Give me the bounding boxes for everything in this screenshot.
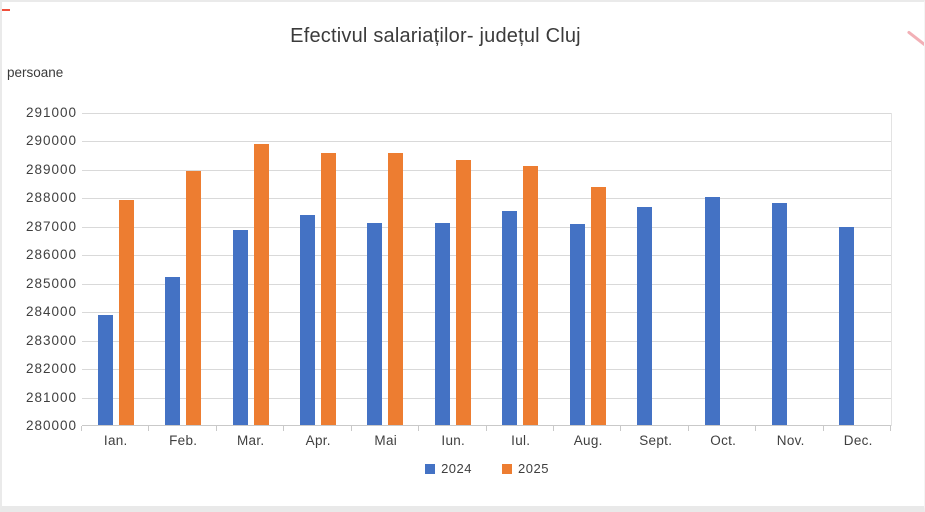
gridline (82, 369, 891, 371)
bar-2025-aug[interactable] (590, 186, 606, 426)
legend: 2024 2025 (82, 461, 892, 476)
x-axis-tick-mark (552, 426, 554, 431)
bar-2024-mar[interactable] (232, 229, 248, 426)
x-axis-line (82, 425, 891, 426)
x-axis-tick-mark (215, 426, 217, 431)
y-axis-tick-label: 289000 (25, 161, 77, 177)
bar-2024-mai[interactable] (367, 222, 383, 426)
gridline (82, 198, 891, 200)
bar-2025-mar[interactable] (253, 144, 269, 426)
gridline (82, 141, 891, 143)
bar-series-area (82, 113, 891, 426)
category-slot-sept (621, 113, 688, 426)
x-axis-tick-label: Apr. (305, 433, 331, 448)
y-axis-tick-label: 290000 (25, 133, 77, 149)
bar-2025-ian[interactable] (118, 199, 134, 426)
gridline (82, 226, 891, 228)
bar-2024-aug[interactable] (569, 223, 585, 426)
y-axis-tick-label: 280000 (25, 418, 77, 433)
category-slot-aug (554, 113, 621, 426)
bar-2025-iun[interactable] (455, 159, 471, 426)
y-axis-tick-label: 281000 (25, 389, 77, 405)
x-axis-tick-mark (350, 426, 352, 431)
y-axis-tick-label: 287000 (25, 218, 77, 234)
legend-swatch-icon (425, 463, 436, 474)
category-slot-feb (149, 113, 216, 426)
x-axis-tick-mark (755, 426, 757, 431)
x-axis-tick-mark (81, 426, 82, 431)
category-slot-mar (217, 113, 284, 426)
x-axis-tick-label: Nov. (776, 433, 805, 448)
screenshot-artifact-red-dash (2, 9, 10, 11)
chart-title: Efectivul salariaților- județul Cluj (290, 25, 581, 47)
y-axis-tick-label: 291000 (25, 105, 77, 120)
legend-label: 2025 (518, 461, 549, 476)
x-axis-tick-mark (687, 426, 689, 431)
y-axis-title: persoane (7, 65, 64, 80)
x-axis-tick-mark (822, 426, 824, 431)
x-axis-tick-label: Mai (374, 433, 398, 448)
gridline (82, 397, 891, 399)
bar-2025-feb[interactable] (186, 171, 202, 426)
legend-item-2025[interactable]: 2025 (502, 461, 549, 476)
screenshot-artifact-pink-mark (906, 30, 924, 49)
gridline (82, 283, 891, 285)
x-axis-tick-label: Iun. (441, 433, 466, 448)
bar-2024-ian[interactable] (97, 315, 113, 426)
bar-2024-iun[interactable] (434, 222, 450, 426)
x-axis-tick-mark (485, 426, 487, 431)
legend-swatch-icon (502, 463, 512, 474)
category-slot-ian (82, 113, 149, 426)
category-slot-mai (352, 113, 419, 426)
x-axis-tick-mark (283, 426, 285, 431)
x-axis-tick-label: Dec. (843, 433, 873, 448)
bar-2024-sept[interactable] (637, 206, 653, 426)
y-axis-tick-label: 285000 (25, 275, 77, 291)
gridline (82, 255, 891, 257)
bar-2024-feb[interactable] (165, 276, 181, 426)
legend-item-2024[interactable]: 2024 (425, 461, 472, 476)
bar-2024-nov[interactable] (771, 202, 787, 426)
category-slot-oct (689, 113, 756, 426)
x-axis-tick-label: Sept. (639, 433, 673, 448)
x-axis-tick-label: Aug. (573, 433, 603, 448)
gridline (82, 312, 891, 314)
category-slot-iul (487, 113, 554, 426)
bar-2025-mai[interactable] (388, 153, 404, 426)
x-axis-tick-label: Feb. (169, 433, 198, 448)
gridline (82, 113, 891, 114)
bar-2025-apr[interactable] (320, 152, 336, 426)
x-axis-tick-label: Ian. (103, 433, 128, 448)
category-slot-dec (824, 113, 891, 426)
gridline (82, 340, 891, 342)
gridline (82, 169, 891, 171)
bar-2024-iul[interactable] (502, 211, 518, 426)
plot-area (81, 113, 892, 431)
x-axis-tick-label: Iul. (511, 433, 531, 448)
x-axis-tick-mark (890, 426, 891, 431)
bar-2025-iul[interactable] (523, 165, 539, 426)
legend-label: 2024 (441, 461, 472, 476)
x-axis-tick-mark (418, 426, 420, 431)
y-axis-tick-label: 286000 (25, 247, 77, 263)
y-axis-labels: 291000 290000 289000 288000 287000 286000 2850… (2, 2, 77, 506)
bar-2024-apr[interactable] (299, 215, 315, 426)
y-axis-tick-label: 282000 (25, 361, 77, 377)
x-axis-tick-mark (148, 426, 150, 431)
bar-2024-oct[interactable] (704, 196, 720, 426)
category-slot-iun (419, 113, 486, 426)
category-slot-apr (284, 113, 351, 426)
x-axis-tick-mark (620, 426, 622, 431)
y-axis-tick-label: 284000 (25, 304, 77, 320)
y-axis-tick-label: 283000 (25, 332, 77, 348)
x-axis-labels: Ian. Feb. Mar. Apr. Mai Iun. Iul. Aug. Sept. Oct.… (82, 433, 892, 448)
x-axis-tick-label: Oct. (710, 433, 737, 448)
category-slot-nov (756, 113, 823, 426)
bar-2024-dec[interactable] (839, 226, 855, 426)
y-axis-tick-label: 288000 (25, 190, 77, 206)
x-axis-tick-label: Mar. (237, 433, 265, 448)
